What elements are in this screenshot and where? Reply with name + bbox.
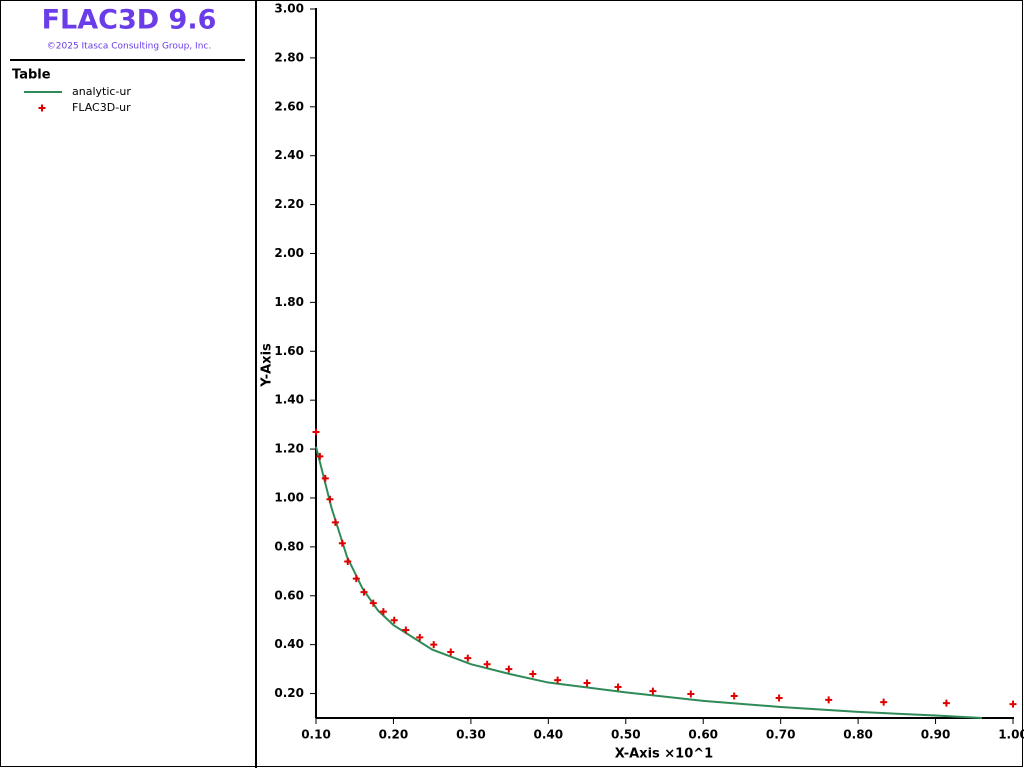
- x-axis-title: X-Axis ×10^1: [615, 747, 713, 762]
- y-tick-label: 0.20: [274, 686, 304, 700]
- y-tick-label: 3.00: [274, 2, 304, 16]
- scatter-point: [464, 654, 472, 662]
- scatter-point: [369, 599, 377, 607]
- scatter-point: [483, 660, 491, 668]
- legend-swatch: [38, 104, 46, 112]
- legend-title: Table: [12, 68, 51, 83]
- app-title: FLAC3D 9.6: [42, 5, 217, 36]
- scatter-point: [649, 687, 657, 695]
- scatter-point: [730, 692, 738, 700]
- scatter-point: [583, 679, 591, 687]
- scatter-point: [312, 428, 320, 436]
- x-tick-label: 0.60: [688, 728, 718, 742]
- scatter-point: [687, 690, 695, 698]
- y-tick-label: 0.80: [274, 539, 304, 553]
- line-series: [315, 446, 983, 719]
- x-tick-label: 0.40: [534, 728, 564, 742]
- scatter-point: [430, 641, 438, 649]
- scatter-point: [390, 616, 398, 624]
- scatter-point: [1009, 700, 1017, 708]
- legend-label: FLAC3D-ur: [72, 101, 131, 114]
- y-tick-label: 2.20: [274, 197, 304, 211]
- scatter-point: [505, 665, 513, 673]
- scatter-point: [338, 539, 346, 547]
- y-tick-label: 1.60: [274, 344, 304, 358]
- scatter-point: [360, 588, 368, 596]
- scatter-point: [880, 698, 888, 706]
- x-tick-label: 0.20: [379, 728, 409, 742]
- scatter-point: [352, 575, 360, 583]
- x-tick-label: 0.70: [766, 728, 796, 742]
- y-tick-label: 1.40: [274, 393, 304, 407]
- y-tick-label: 0.60: [274, 588, 304, 602]
- scatter-point: [775, 694, 783, 702]
- y-tick-label: 2.40: [274, 148, 304, 162]
- scatter-point: [529, 670, 537, 678]
- y-tick-label: 0.40: [274, 637, 304, 651]
- scatter-point: [402, 626, 410, 634]
- scatter-point: [825, 696, 833, 704]
- y-tick-label: 2.80: [274, 50, 304, 64]
- x-tick-label: 0.30: [456, 728, 486, 742]
- y-tick-label: 2.60: [274, 99, 304, 113]
- x-tick-label: 0.90: [921, 728, 951, 742]
- legend-label: analytic-ur: [72, 85, 131, 98]
- scatter-point: [321, 474, 329, 482]
- x-tick-label: 0.80: [843, 728, 873, 742]
- scatter-point: [326, 495, 334, 503]
- y-tick-label: 1.80: [274, 295, 304, 309]
- scatter-point: [344, 558, 352, 566]
- y-tick-label: 2.00: [274, 246, 304, 260]
- x-tick-label: 0.10: [301, 728, 331, 742]
- x-tick-label: 1.00: [998, 728, 1024, 742]
- scatter-point: [416, 633, 424, 641]
- scatter-point: [614, 683, 622, 691]
- scatter-point: [942, 699, 950, 707]
- scatter-point: [331, 518, 339, 526]
- y-tick-label: 1.00: [274, 490, 304, 504]
- scatter-point: [379, 608, 387, 616]
- scatter-point: [316, 452, 324, 460]
- copyright: ©2025 Itasca Consulting Group, Inc.: [47, 42, 211, 52]
- y-tick-label: 1.20: [274, 442, 304, 456]
- x-tick-label: 0.50: [611, 728, 641, 742]
- scatter-point: [554, 676, 562, 684]
- y-axis-title: Y-Axis: [260, 343, 275, 388]
- scatter-point: [447, 648, 455, 656]
